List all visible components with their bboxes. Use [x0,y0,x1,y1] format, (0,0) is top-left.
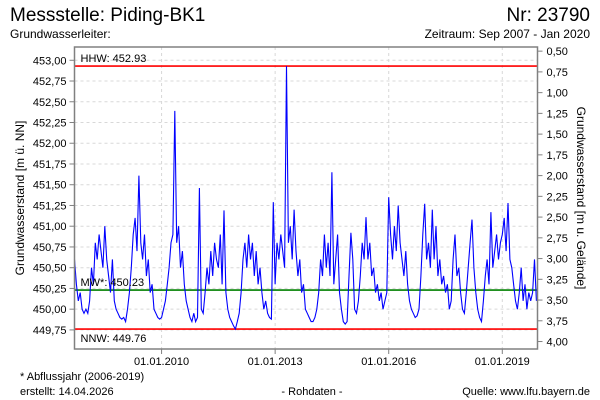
y-right-tick-label: 2,25 [547,191,568,203]
series-line-grundwasserstand [73,66,537,331]
y-tick-label: 452,25 [33,118,67,130]
x-tick-label: 01.01.2013 [248,356,303,368]
station-title: Messstelle: Piding-BK1 [10,5,205,26]
period-label: Zeitraum: Sep 2007 - Jan 2020 [425,27,591,41]
y-right-tick-label: 3,00 [547,254,568,266]
reference-lines [74,65,538,330]
y-right-tick-label: 1,75 [547,150,568,162]
y-right-tick-label: 0,50 [547,46,568,58]
y-right-tick-label: 2,50 [547,212,568,224]
data-type-label: - Rohdaten - [281,386,342,398]
y-tick-label: 451,25 [33,200,67,212]
grid [74,47,538,349]
y-tick-label: 452,00 [33,138,67,150]
station-number: Nr: 23790 [507,5,590,26]
y-right-tick-label: 2,75 [547,233,568,245]
y-right-tick-label: 1,50 [547,129,568,141]
plot-frame [73,46,539,350]
x-tick-label: 01.01.2010 [134,356,189,368]
y-axis-label-left: Grundwasserstand [m ü. NN] [13,121,27,276]
y-tick-label: 450,75 [33,242,67,254]
y-tick-label: 453,00 [33,55,67,67]
footnote: * Abflussjahr (2006-2019) [20,371,144,383]
y-right-tick-label: 3,25 [547,274,568,286]
y-tick-label: 449,75 [33,325,67,337]
reference-label-mw: MW*: 450.23 [81,277,145,289]
source-link[interactable]: Quelle: www.lfu.bayern.de [462,386,590,398]
y-tick-label: 451,75 [33,159,67,171]
y-tick-label: 452,75 [33,76,67,88]
y-tick-label: 451,00 [33,221,67,233]
y-right-tick-label: 3,50 [547,295,568,307]
reference-label-nnw: NNW: 449.76 [81,333,147,345]
created-date: erstellt: 14.04.2026 [20,386,114,398]
y-right-tick-label: 1,25 [547,108,568,120]
x-tick-label: 01.01.2016 [361,356,416,368]
reference-label-hhw: HHW: 452.93 [81,53,147,65]
y-tick-label: 450,50 [33,263,67,275]
y-tick-label: 450,25 [33,283,67,295]
y-right-tick-label: 4,00 [547,337,568,349]
y-right-tick-label: 2,00 [547,171,568,183]
reference-labels: HHW: 452.93 MW*: 450.23 NNW: 449.76 [81,53,147,345]
y-axis-label-right: Grundwasserstand [m u. Gelände] [574,107,588,290]
x-tick-label: 01.01.2019 [475,356,530,368]
y-tick-label: 450,00 [33,304,67,316]
aquifer-label: Grundwasserleiter: [10,27,111,41]
y-right-tick-label: 1,00 [547,88,568,100]
axes: 449,75 450,00 450,25 450,50 450,75 451,00 451,… [33,46,568,368]
y-tick-label: 451,50 [33,180,67,192]
y-right-tick-label: 0,75 [547,67,568,79]
y-right-tick-label: 3,75 [547,316,568,328]
y-tick-label: 452,50 [33,97,67,109]
